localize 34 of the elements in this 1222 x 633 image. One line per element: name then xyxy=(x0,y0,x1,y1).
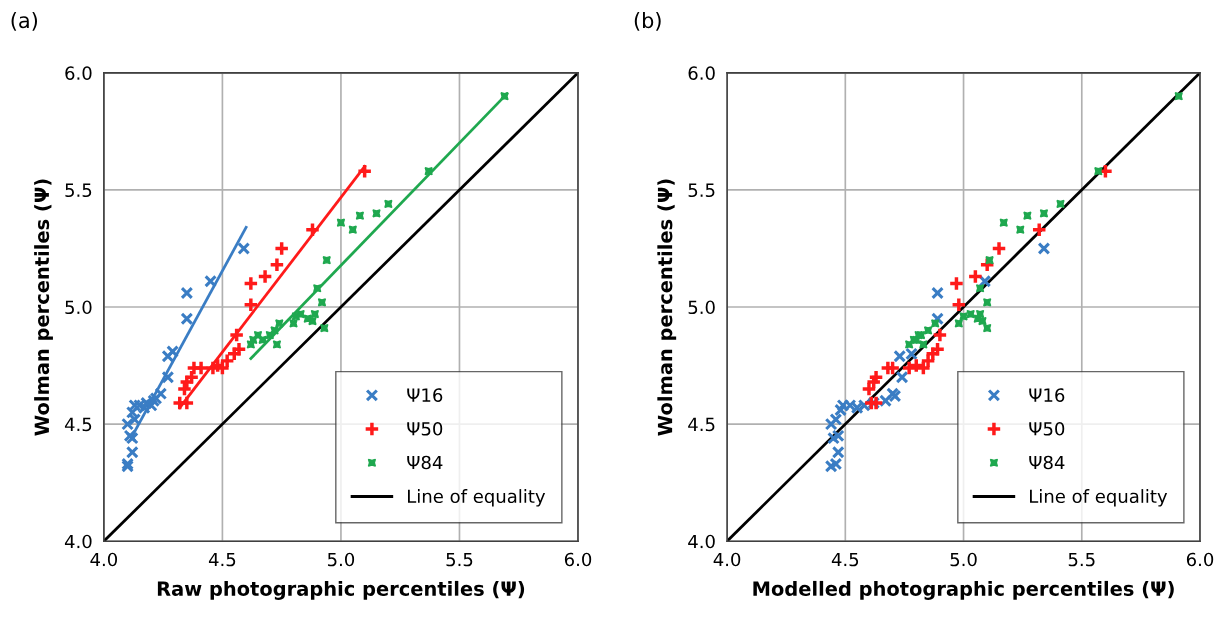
x-axis-title: Raw photographic percentiles (Ψ) xyxy=(157,580,525,600)
y-tick-label: 4.5 xyxy=(64,417,92,432)
legend-label: Ψ84 xyxy=(407,455,443,470)
x-tick-label: 4.5 xyxy=(208,552,236,567)
y-tick-label: 5.5 xyxy=(688,183,715,198)
y-axis-title: Wolman percentiles (Ψ) xyxy=(657,179,677,436)
legend-label: Ψ50 xyxy=(1029,421,1065,436)
x-tick-label: 4.5 xyxy=(831,552,859,567)
x-tick-label: 6.0 xyxy=(564,552,592,567)
y-tick-label: 5.0 xyxy=(65,300,92,315)
y-tick-label: 6.0 xyxy=(688,66,715,80)
chart-title: (b) xyxy=(634,12,661,31)
y-tick-label: 6.0 xyxy=(65,66,92,80)
y-tick-label: 4.5 xyxy=(688,417,715,432)
legend-label: Ψ50 xyxy=(407,421,443,436)
y-tick-label: 4.0 xyxy=(64,534,92,549)
x-tick-label: 4.0 xyxy=(90,552,118,567)
legend-label: Ψ16 xyxy=(1029,388,1065,402)
y-tick-label: 5.0 xyxy=(688,300,715,315)
x-tick-label: 5.0 xyxy=(950,552,977,567)
legend-label: Ψ84 xyxy=(1029,455,1065,470)
x-tick-label: 5.5 xyxy=(1068,552,1095,567)
y-axis-title: Wolman percentiles (Ψ) xyxy=(34,179,53,436)
legend-label: Line of equality xyxy=(1030,489,1168,507)
legend-label: Ψ16 xyxy=(407,388,443,402)
y-tick-label: 5.5 xyxy=(65,183,92,198)
x-axis-title: Modelled photographic percentiles (Ψ) xyxy=(753,580,1174,600)
chart-title: (a) xyxy=(11,12,38,31)
y-tick-label: 4.0 xyxy=(688,534,715,549)
x-tick-label: 5.0 xyxy=(327,552,355,567)
x-tick-label: 5.5 xyxy=(446,552,473,567)
legend-label: Line of equality xyxy=(408,489,546,507)
x-tick-label: 4.0 xyxy=(713,552,741,567)
x-tick-label: 6.0 xyxy=(1186,552,1214,567)
